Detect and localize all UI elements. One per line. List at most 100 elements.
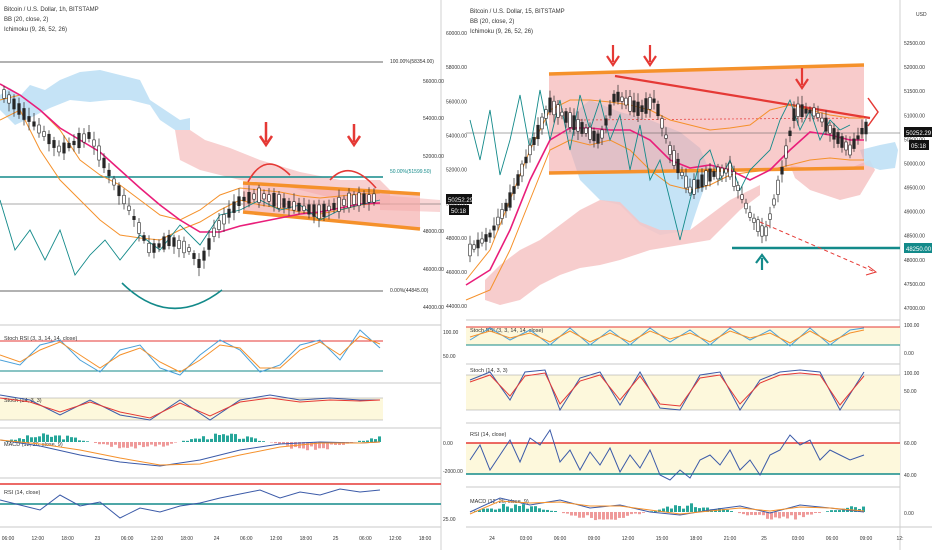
left-price-tag: 50252.29 bbox=[448, 198, 474, 204]
macd-bar bbox=[546, 509, 549, 512]
price-axis-label: 50000.00 bbox=[904, 161, 925, 167]
right-rsi-line bbox=[469, 428, 865, 481]
candle-body bbox=[182, 240, 186, 254]
macd-bar bbox=[170, 442, 173, 444]
macd-bar bbox=[278, 442, 281, 445]
candle-body bbox=[764, 226, 768, 237]
candle-body bbox=[772, 198, 776, 206]
candle-body bbox=[720, 167, 724, 177]
candle-body bbox=[352, 194, 356, 205]
candle-body bbox=[832, 128, 836, 140]
channel-top[interactable] bbox=[242, 181, 421, 196]
macd-bar bbox=[694, 507, 697, 512]
candle-body bbox=[828, 125, 832, 134]
price-axis-label: 52000.00 bbox=[446, 168, 467, 174]
descending-trendline[interactable] bbox=[614, 74, 871, 120]
macd-bar bbox=[654, 510, 657, 512]
left-axis-tick: 54000.00 bbox=[423, 116, 444, 122]
left-chart[interactable]: Bitcoin / U.S. Dollar, 1h, BITSTAMP BB (… bbox=[0, 0, 474, 550]
time-axis-label: 12:00 bbox=[622, 536, 635, 542]
candle-body bbox=[362, 193, 366, 205]
macd-bar bbox=[58, 435, 61, 442]
macd-bar bbox=[850, 506, 853, 512]
candle-body bbox=[600, 129, 604, 139]
candle-body bbox=[812, 107, 816, 117]
candle-body bbox=[367, 194, 371, 203]
time-axis-label: 06:00 bbox=[826, 536, 839, 542]
candle-body bbox=[312, 204, 316, 217]
macd-bar bbox=[202, 436, 205, 442]
macd-bar bbox=[42, 433, 45, 442]
price-axis-label: 56000.00 bbox=[446, 99, 467, 105]
candle-body bbox=[692, 179, 696, 195]
candle-body bbox=[202, 250, 206, 261]
price-axis-label: 48000.00 bbox=[904, 258, 925, 264]
candle-body bbox=[480, 238, 484, 244]
price-axis-label: 50000.00 bbox=[446, 202, 467, 208]
macd-bar bbox=[834, 510, 837, 512]
candle-body bbox=[640, 105, 644, 112]
candle-body bbox=[207, 238, 211, 250]
left-axis-tick: 56000.00 bbox=[423, 79, 444, 85]
macd-bar bbox=[594, 512, 597, 521]
candle-body bbox=[277, 194, 281, 209]
time-axis-label: 03:00 bbox=[520, 536, 533, 542]
right-stochrsi-label: Stoch RSI (3, 3, 14, 14, close) bbox=[470, 328, 544, 334]
time-axis-label: 06:00 bbox=[121, 536, 134, 542]
left-rsi-label: RSI (14, close) bbox=[4, 490, 41, 496]
macd-bar bbox=[666, 506, 669, 512]
price-axis-label: 54000.00 bbox=[446, 133, 467, 139]
left-stochrsi-tick: 50.00 bbox=[443, 354, 456, 360]
candle-body bbox=[696, 179, 700, 189]
price-axis-label: 44000.00 bbox=[446, 304, 467, 310]
candle-body bbox=[27, 116, 31, 122]
macd-bar bbox=[482, 508, 485, 512]
candle-body bbox=[52, 140, 56, 148]
left-candles[interactable] bbox=[2, 85, 376, 277]
right-chart[interactable]: Bitcoin / U.S. Dollar, 15, BITSTAMP BB (… bbox=[446, 0, 932, 550]
macd-bar bbox=[502, 503, 505, 512]
bb-lower bbox=[465, 139, 864, 301]
candle-body bbox=[648, 97, 652, 110]
right-rsi-label: RSI (14, close) bbox=[470, 432, 507, 438]
candle-body bbox=[592, 130, 596, 142]
candle-body bbox=[668, 145, 672, 155]
left-stochrsi-d bbox=[0, 335, 381, 373]
right-stochrsi-k bbox=[469, 327, 865, 347]
candle-body bbox=[704, 170, 708, 186]
candle-body bbox=[67, 142, 71, 149]
macd-bar bbox=[242, 438, 245, 442]
candle-body bbox=[302, 205, 306, 211]
candle-body bbox=[724, 168, 728, 174]
right-candles[interactable] bbox=[468, 84, 868, 263]
channel-top[interactable] bbox=[548, 63, 865, 76]
candle-body bbox=[560, 111, 564, 117]
candle-body bbox=[488, 232, 492, 238]
macd-bar bbox=[862, 506, 865, 512]
right-rsi-tick: 40.00 bbox=[904, 473, 917, 479]
time-axis-label: 18:00 bbox=[690, 536, 703, 542]
macd-bar bbox=[790, 512, 793, 516]
candle-body bbox=[57, 145, 61, 153]
price-axis-label: 52500.00 bbox=[904, 41, 925, 47]
macd-bar bbox=[102, 442, 105, 445]
time-axis-label: 12:00 bbox=[270, 536, 283, 542]
macd-bar bbox=[146, 442, 149, 447]
macd-bar bbox=[142, 442, 145, 448]
time-axis-label: 23 bbox=[95, 536, 101, 542]
channel-bottom[interactable] bbox=[242, 210, 421, 231]
macd-bar bbox=[610, 512, 613, 520]
macd-bar bbox=[798, 512, 801, 516]
macd-bar bbox=[618, 512, 621, 518]
macd-bar bbox=[510, 508, 513, 512]
macd-bar bbox=[82, 440, 85, 442]
macd-bar bbox=[498, 508, 501, 512]
candle-body bbox=[267, 194, 271, 202]
candle-body bbox=[528, 144, 532, 156]
macd-bar bbox=[214, 433, 217, 442]
candle-body bbox=[127, 205, 131, 211]
macd-bar bbox=[622, 512, 625, 518]
candle-body bbox=[744, 202, 748, 210]
candle-body bbox=[247, 191, 251, 204]
